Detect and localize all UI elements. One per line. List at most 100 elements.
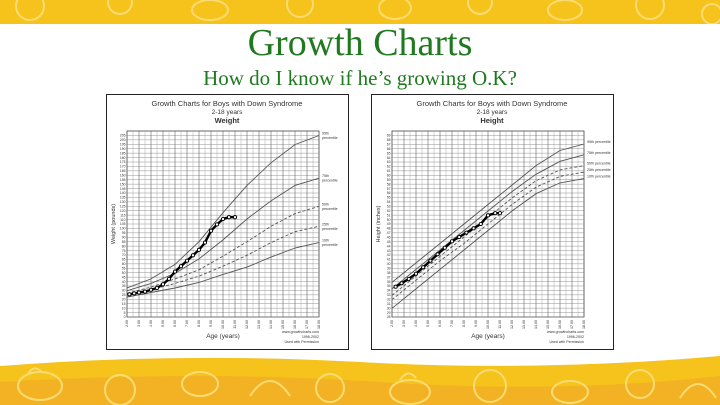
y-tick-label: 68 — [387, 138, 391, 142]
y-tick-label: 53 — [387, 204, 391, 208]
chart-subtitle: 2-18 years — [477, 109, 508, 116]
y-tick-label: 52 — [387, 209, 391, 213]
y-tick-label: 32 — [387, 297, 391, 301]
percentile-label: 75th — [322, 174, 329, 178]
x-tick-label: 17.00 — [305, 320, 309, 329]
child-data-point — [497, 211, 503, 216]
y-tick-label: 190 — [120, 147, 126, 151]
y-tick-label: 45 — [122, 275, 126, 279]
y-tick-label: 35 — [122, 284, 126, 288]
chart-measure-label: Height — [480, 116, 504, 125]
y-tick-label: 115 — [120, 213, 126, 217]
y-tick-label: 49 — [387, 222, 391, 226]
x-tick-label: 13.00 — [522, 320, 526, 329]
y-tick-label: 62 — [387, 165, 391, 169]
y-tick-label: 29 — [387, 311, 391, 315]
x-tick-label: 12.00 — [245, 320, 249, 329]
x-tick-label: 10.00 — [486, 320, 490, 329]
x-tick-label: 11.00 — [233, 320, 237, 329]
y-tick-label: 54 — [387, 200, 391, 204]
child-data-point — [166, 276, 172, 281]
percentile-label: 10th percentile — [587, 175, 611, 179]
y-tick-label: 64 — [387, 156, 391, 160]
child-data-point — [160, 282, 166, 287]
child-data-point — [208, 228, 214, 233]
top-band-graphic — [0, 0, 720, 24]
child-data-point — [202, 240, 208, 245]
bottom-band-graphic — [0, 356, 720, 405]
child-data-point — [457, 234, 462, 240]
height-chart-panel: Growth Charts for Boys with Down Syndrom… — [371, 94, 614, 350]
child-data-point — [471, 226, 476, 231]
y-tick-label: 39 — [387, 266, 391, 270]
slide-title: Growth Charts — [247, 22, 473, 64]
x-tick-label: 12.00 — [510, 320, 514, 329]
x-tick-label: 14.00 — [269, 320, 273, 329]
percentile-curves: 95th percentile 75th percentile 50th perce… — [391, 140, 611, 309]
bottom-decorative-band — [0, 352, 720, 405]
percentile-curve-75th — [391, 154, 585, 290]
x-tick-label: 18.00 — [582, 320, 586, 329]
y-tick-label: 110 — [120, 218, 126, 222]
child-data-point — [232, 215, 238, 220]
child-data-point — [478, 221, 483, 227]
chart-credit-permission: Used with Permission — [549, 340, 584, 344]
percentile-curve-10th — [126, 242, 320, 298]
percentile-label: 95th percentile — [587, 140, 611, 144]
y-tick-label: 85 — [122, 240, 126, 244]
x-tick-label: 2.00 — [125, 320, 129, 327]
percentile-curve-75th — [126, 177, 320, 292]
y-tick-label: 61 — [387, 169, 391, 173]
child-data-point — [435, 252, 440, 257]
percentile-label-word: percentile — [322, 243, 338, 247]
x-tick-label: 2.00 — [390, 320, 394, 327]
x-tick-label: 4.00 — [149, 320, 153, 327]
y-tick-label: 30 — [387, 306, 391, 310]
child-data-point — [464, 230, 469, 235]
x-axis-label: Age (years) — [206, 333, 240, 340]
y-tick-label: 60 — [387, 173, 391, 177]
chart-subtitle: 2-18 years — [212, 109, 243, 116]
y-tick-label: 120 — [120, 209, 126, 213]
y-tick-labels: 2829303132333435363738394041424344454647… — [387, 134, 391, 320]
y-tick-label: 65 — [387, 151, 391, 155]
chart-measure-label: Weight — [215, 116, 240, 125]
x-tick-label: 4.00 — [414, 320, 418, 327]
y-tick-label: 31 — [387, 302, 391, 306]
y-tick-label: 41 — [387, 258, 391, 262]
child-data-point — [154, 285, 160, 291]
y-tick-label: 35 — [387, 284, 391, 288]
x-tick-label: 13.00 — [257, 320, 261, 329]
child-growth-line — [395, 212, 500, 288]
y-tick-label: 205 — [120, 134, 126, 138]
y-tick-label: 43 — [387, 249, 391, 253]
y-tick-label: 66 — [387, 147, 391, 151]
y-tick-label: 30 — [122, 289, 126, 293]
y-tick-label: 5 — [124, 311, 126, 315]
x-tick-label: 11.00 — [498, 320, 502, 329]
percentile-curve-95th — [391, 143, 585, 283]
x-tick-label: 18.00 — [317, 320, 321, 329]
child-data-point — [127, 292, 132, 297]
percentile-label: 25th — [322, 222, 329, 226]
chart-credit-url: www.growthcharts.com — [282, 330, 319, 334]
child-data-point — [196, 247, 202, 252]
y-tick-label: 34 — [387, 289, 391, 293]
child-data-point — [178, 264, 184, 269]
x-tick-label: 8.00 — [197, 320, 201, 327]
y-tick-label: 145 — [120, 187, 126, 191]
y-tick-label: 69 — [387, 134, 391, 138]
x-tick-label: 9.00 — [209, 320, 213, 327]
percentile-curve-10th — [391, 178, 585, 309]
y-tick-label: 130 — [120, 200, 126, 204]
y-tick-label: 42 — [387, 253, 391, 257]
x-tick-label: 10.00 — [221, 320, 225, 329]
y-tick-label: 46 — [387, 235, 391, 239]
y-tick-label: 55 — [387, 196, 391, 200]
y-tick-label: 10 — [122, 306, 126, 310]
y-tick-label: 70 — [122, 253, 126, 257]
y-tick-label: 105 — [120, 222, 126, 226]
y-tick-label: 57 — [387, 187, 391, 191]
chart-credit-permission: Used with Permission — [284, 340, 319, 344]
y-tick-label: 175 — [120, 160, 126, 164]
